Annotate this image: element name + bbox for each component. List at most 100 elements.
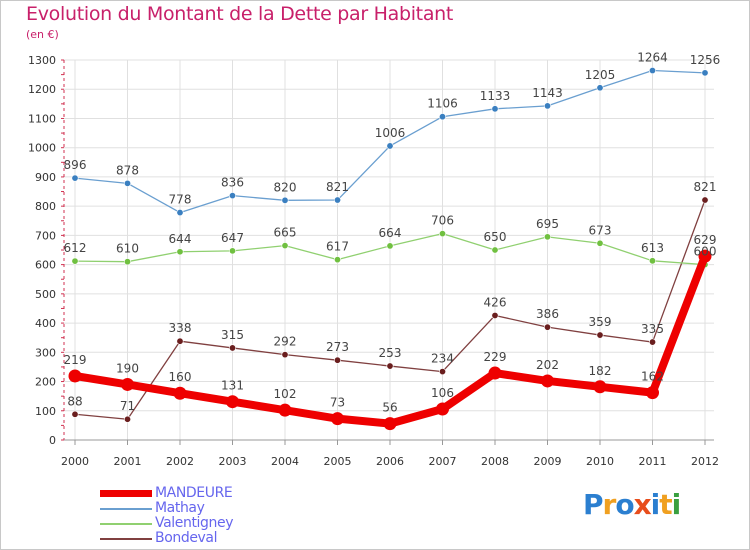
x-tick-label: 2006	[376, 455, 404, 468]
data-label: 202	[536, 358, 559, 372]
data-label: 664	[379, 226, 402, 240]
y-tick-label: 500	[35, 288, 56, 301]
x-tick-label: 2000	[61, 455, 89, 468]
logo-letter: o	[615, 488, 634, 521]
data-label: 292	[274, 335, 297, 349]
legend-item-bondeval: Bondeval	[100, 530, 320, 546]
data-point	[491, 246, 499, 254]
data-label: 359	[589, 315, 612, 329]
logo-letter: x	[633, 488, 652, 521]
data-label: 650	[484, 230, 507, 244]
data-point	[124, 415, 132, 423]
data-point	[333, 196, 341, 204]
data-point	[698, 249, 712, 263]
data-label: 71	[120, 399, 135, 413]
y-tick-label: 800	[35, 200, 56, 213]
chart-unit: (en €)	[26, 28, 59, 41]
data-point	[71, 257, 79, 265]
legend-label: MANDEURE	[155, 485, 233, 501]
legend-label: Valentigney	[155, 515, 234, 531]
data-label: 131	[221, 379, 244, 393]
data-point	[646, 386, 659, 400]
data-label: 706	[431, 214, 454, 228]
data-label: 647	[221, 231, 244, 245]
y-tick-label: 600	[35, 259, 56, 272]
data-label: 612	[64, 241, 87, 255]
data-point	[71, 410, 79, 418]
legend-item-mathay: Mathay	[100, 500, 320, 516]
x-tick-label: 2010	[586, 455, 614, 468]
x-tick-label: 2002	[166, 455, 194, 468]
x-tick-label: 2012	[691, 455, 719, 468]
data-point	[648, 257, 656, 265]
y-tick-label: 900	[35, 171, 56, 184]
data-label: 1264	[637, 51, 668, 65]
data-label: 617	[326, 240, 349, 254]
y-tick-label: 100	[35, 405, 56, 418]
data-point	[541, 374, 554, 388]
logo-letter: i	[650, 488, 661, 521]
logo-letter: i	[671, 488, 682, 521]
data-point	[68, 369, 82, 383]
data-label: 1133	[480, 89, 511, 103]
data-label: 273	[326, 340, 349, 354]
data-point	[278, 403, 292, 417]
data-point	[648, 67, 656, 75]
y-tick-label: 700	[35, 229, 56, 242]
data-label: 821	[694, 180, 717, 194]
data-point	[333, 256, 341, 264]
data-label: 1006	[375, 126, 406, 140]
data-point	[173, 386, 187, 400]
data-point	[226, 395, 239, 409]
data-point	[124, 179, 132, 187]
legend-item-mandeure: MANDEURE	[100, 485, 320, 501]
data-label: 190	[116, 361, 139, 375]
data-label: 160	[169, 370, 192, 384]
x-tick-label: 2001	[114, 455, 142, 468]
series-lines	[68, 67, 712, 431]
data-point	[383, 417, 397, 431]
legend-label: Bondeval	[155, 530, 218, 546]
data-point	[596, 239, 604, 247]
y-tick-label: 1200	[28, 83, 56, 96]
data-label: 673	[589, 223, 612, 237]
y-tick-label: 300	[35, 346, 56, 359]
legend-swatch	[100, 508, 152, 510]
legend: MANDEURE Mathay Valentigney Bondeval	[100, 485, 320, 546]
y-tick-label: 1000	[28, 142, 56, 155]
data-label: 106	[431, 386, 454, 400]
data-label: 629	[694, 233, 717, 247]
data-point	[331, 412, 344, 426]
y-tick-label: 400	[35, 317, 56, 330]
x-tick-label: 2003	[219, 455, 247, 468]
data-label: 1106	[427, 97, 458, 111]
data-label: 600	[694, 245, 717, 259]
data-point	[701, 69, 709, 77]
x-tick-label: 2005	[324, 455, 352, 468]
y-tick-label: 1300	[28, 54, 56, 67]
y-tick-label: 200	[35, 376, 56, 389]
data-point	[176, 248, 184, 256]
data-point	[491, 311, 499, 319]
data-label: 778	[169, 193, 192, 207]
data-label: 229	[484, 350, 507, 364]
data-point	[596, 331, 604, 339]
data-label: 426	[484, 295, 507, 309]
x-tick-label: 2011	[639, 455, 667, 468]
data-point	[176, 337, 184, 345]
data-label: 878	[116, 163, 139, 177]
data-label: 836	[221, 176, 244, 190]
x-tick-label: 2007	[429, 455, 457, 468]
x-tick-label: 2008	[481, 455, 509, 468]
data-point	[648, 338, 656, 346]
data-label: 1205	[585, 68, 616, 82]
data-label: 102	[274, 387, 297, 401]
data-label: 1256	[690, 53, 721, 67]
data-point	[229, 344, 237, 352]
data-point	[701, 196, 709, 204]
data-label: 182	[589, 364, 612, 378]
data-label: 665	[274, 226, 297, 240]
data-point	[438, 368, 446, 376]
data-point	[333, 356, 341, 364]
